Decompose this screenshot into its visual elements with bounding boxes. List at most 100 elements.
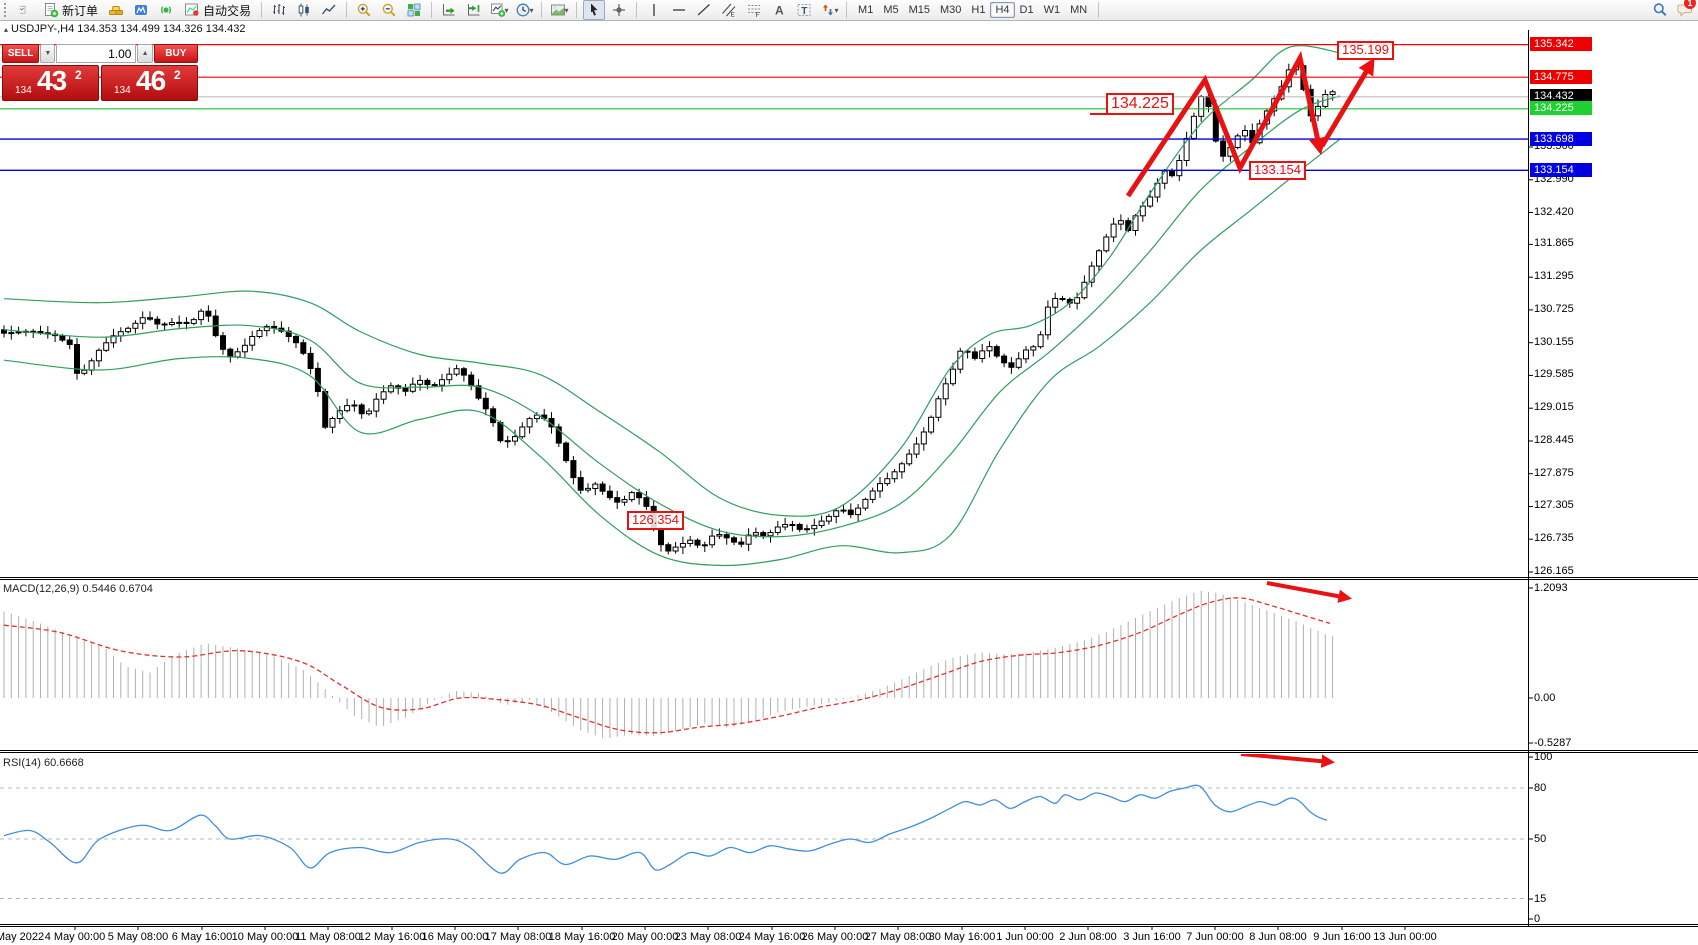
rsi-right-arrow-annotation[interactable] xyxy=(1240,754,1336,768)
price-badge-134.432: 134.432 xyxy=(1530,89,1592,104)
text-tool-icon[interactable]: A xyxy=(768,0,790,20)
chart-canvas[interactable] xyxy=(0,21,1698,945)
dropdown-caret-icon[interactable]: ▾ xyxy=(564,5,569,15)
price-badge-133.154: 133.154 xyxy=(1530,162,1592,177)
tile-windows-icon[interactable] xyxy=(403,0,425,20)
time-axis-label: 23 May 08:00 xyxy=(674,931,742,943)
chart-shift-icon[interactable] xyxy=(463,0,485,20)
horizontal-line-tool-icon[interactable] xyxy=(668,0,690,20)
price-annotation-label-126.354[interactable]: 126.354 xyxy=(627,511,684,530)
timeframe-button-w1[interactable]: W1 xyxy=(1043,4,1061,16)
window-chart-icon[interactable] xyxy=(14,0,36,20)
candlestick-chart-icon[interactable] xyxy=(293,0,315,20)
text-label-tool-icon[interactable]: T xyxy=(793,0,815,20)
timeframe-bar: M1 M5 M15 M30 H1 H4 D1 W1 MN xyxy=(853,2,1092,18)
clock-glyph xyxy=(515,2,531,18)
panel-expander-icon[interactable]: ▴ xyxy=(4,25,9,34)
price-axis-tick: 128.445 xyxy=(1534,433,1574,446)
symbol-ohlc-text: USDJPY-,H4 134.353 134.499 134.326 134.4… xyxy=(11,23,246,35)
time-axis-label: 4 May 00:00 xyxy=(44,931,106,943)
sell-price-prefix: 134 xyxy=(15,85,32,96)
rsi-indicator-label: RSI(14) 60.6668 xyxy=(3,757,84,769)
zoomin-glyph xyxy=(356,2,372,18)
volume-decrease-button[interactable]: ▼ xyxy=(40,44,56,63)
rsi-axis-tick: 80 xyxy=(1534,782,1547,794)
timeframe-button-d1[interactable]: D1 xyxy=(1019,4,1034,16)
price-annotation-label-134.225[interactable]: 134.225 xyxy=(1106,93,1174,116)
bollinger-lower-band xyxy=(3,138,1341,567)
notifications-icon[interactable]: 1 xyxy=(1674,0,1696,20)
bollinger-upper-band xyxy=(3,45,1341,517)
auto-scroll-icon[interactable] xyxy=(438,0,460,20)
rsi-axis-tick: 100 xyxy=(1534,751,1553,763)
timeframe-button-m30[interactable]: M30 xyxy=(940,4,962,16)
trendline-tool-icon[interactable] xyxy=(693,0,715,20)
deposit-gold-icon[interactable] xyxy=(105,0,127,20)
price-axis-tick: 126.735 xyxy=(1534,532,1574,545)
price-annotation-label-133.154[interactable]: 133.154 xyxy=(1249,161,1306,180)
timeframe-button-h4[interactable]: H4 xyxy=(990,2,1015,18)
sell-button[interactable]: SELL xyxy=(2,44,40,63)
dropdown-caret-icon[interactable]: ▾ xyxy=(834,5,839,15)
main-price-pane[interactable] xyxy=(0,44,1528,567)
vertical-line-tool-icon[interactable] xyxy=(643,0,665,20)
auto-trading-button[interactable]: 自动交易 xyxy=(180,1,255,19)
time-axis-label: 6 May 16:00 xyxy=(171,931,233,943)
price-annotation-label-135.199[interactable]: 135.199 xyxy=(1337,41,1394,60)
cursor-tool-icon[interactable] xyxy=(583,0,606,20)
price-axis-tick: 129.015 xyxy=(1534,401,1574,414)
autotrade-glyph xyxy=(184,2,200,18)
hline-glyph xyxy=(671,2,687,18)
price-axis-tick: 130.155 xyxy=(1534,335,1574,348)
price-axis-tick: 127.875 xyxy=(1534,466,1574,479)
new-order-button[interactable]: 新订单 xyxy=(39,1,102,19)
textA-glyph: A xyxy=(771,2,787,18)
zoomout-glyph xyxy=(381,2,397,18)
price-axis-tick: 130.725 xyxy=(1534,302,1574,315)
price-badge-134.225: 134.225 xyxy=(1530,101,1592,116)
bar-chart-icon[interactable] xyxy=(268,0,290,20)
timeframe-button-m1[interactable]: M1 xyxy=(858,4,874,16)
timeframe-button-m15[interactable]: M15 xyxy=(908,4,930,16)
add-indicator-icon[interactable]: ▾ xyxy=(488,0,510,20)
volume-increase-button[interactable]: ▲ xyxy=(137,44,153,63)
toolbar-separator xyxy=(431,2,433,18)
search-icon[interactable] xyxy=(1649,0,1671,20)
periodicity-icon[interactable]: ▾ xyxy=(513,0,535,20)
buy-price-panel[interactable]: 134 46 2 xyxy=(101,65,198,101)
trend-up-arrow-annotation[interactable] xyxy=(1319,57,1375,148)
timeframe-button-h1[interactable]: H1 xyxy=(971,4,986,16)
dropdown-caret-icon[interactable]: ▾ xyxy=(504,5,509,15)
rsi-pane[interactable] xyxy=(0,754,1528,899)
new-order-button-label: 新订单 xyxy=(62,3,99,18)
time-axis-label: 13 Jun 00:00 xyxy=(1373,931,1437,943)
volume-input[interactable] xyxy=(56,44,137,63)
svg-text:T: T xyxy=(801,6,807,17)
rsi-axis-tick: 0 xyxy=(1534,913,1541,925)
cursor-glyph xyxy=(586,2,602,18)
templates-icon[interactable]: ▾ xyxy=(548,0,570,20)
vline-glyph xyxy=(646,2,662,18)
signals-icon[interactable] xyxy=(155,0,177,20)
toolbar-separator xyxy=(346,2,348,18)
equidistant-channel-tool-icon[interactable]: E xyxy=(718,0,740,20)
zoom-out-icon[interactable] xyxy=(378,0,400,20)
trend-zigzag-annotation[interactable] xyxy=(1125,50,1326,198)
arrows-tool-icon[interactable]: ▾ xyxy=(818,0,840,20)
buy-button[interactable]: BUY xyxy=(153,44,198,63)
fibonacci-tool-icon[interactable]: F xyxy=(743,0,765,20)
zoom-in-icon[interactable] xyxy=(353,0,375,20)
macd-down-arrow-annotation[interactable] xyxy=(1266,581,1353,603)
dropdown-caret-icon[interactable]: ▾ xyxy=(529,5,534,15)
line-chart-icon[interactable] xyxy=(318,0,340,20)
sell-price-panel[interactable]: 134 43 2 xyxy=(2,65,99,101)
mql-community-icon[interactable] xyxy=(130,0,152,20)
crosshair-tool-icon[interactable] xyxy=(608,0,630,20)
notification-badge: 1 xyxy=(1684,0,1696,9)
timeframe-button-mn[interactable]: MN xyxy=(1070,4,1088,16)
macd-pane[interactable] xyxy=(3,581,1353,739)
macd-indicator-label: MACD(12,26,9) 0.5446 0.6704 xyxy=(3,583,153,595)
timeframe-button-m5[interactable]: M5 xyxy=(883,4,899,16)
neworder-glyph xyxy=(43,2,59,18)
bollinger-middle-band xyxy=(3,95,1341,538)
